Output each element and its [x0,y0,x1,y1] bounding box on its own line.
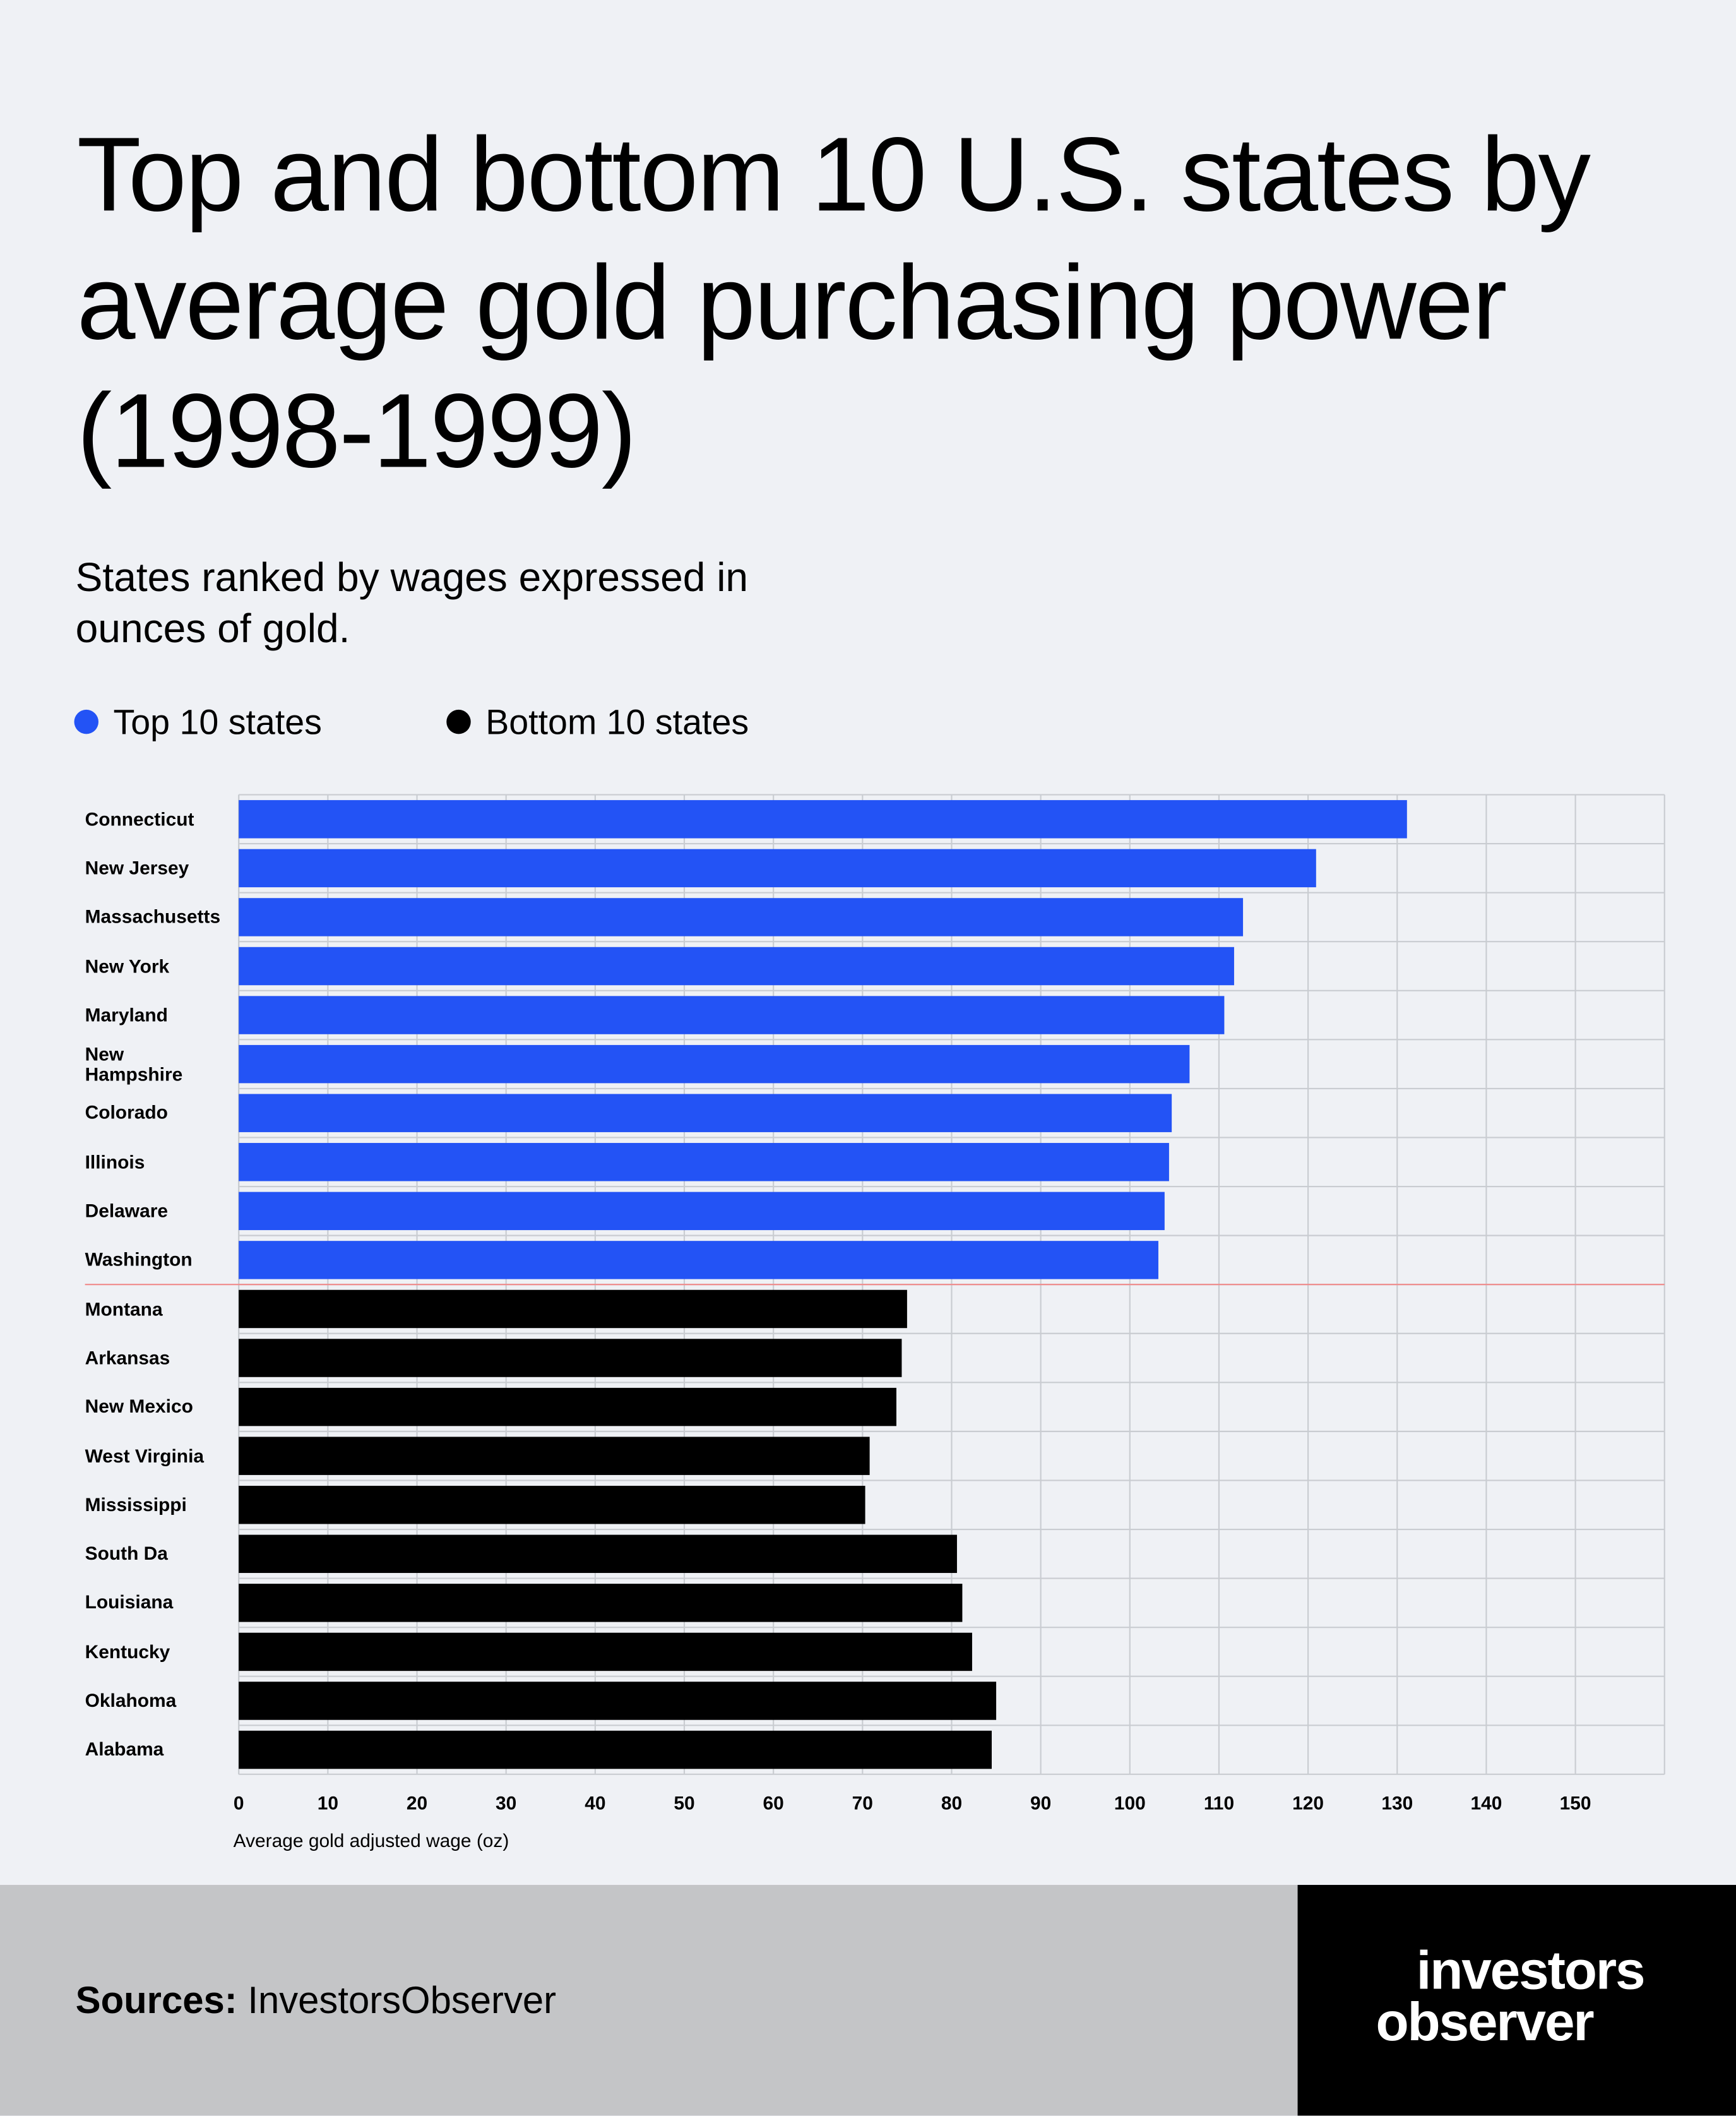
x-tick-label: 80 [941,1793,962,1814]
bar [239,1485,865,1524]
x-tick-label: 20 [407,1793,427,1814]
chart-subtitle: States ranked by wages expressed in ounc… [75,556,749,652]
x-tick-label: 140 [1470,1793,1502,1814]
bar [239,1632,972,1671]
sources: Sources: InvestorsObserver [76,1980,556,2023]
y-tick-label: Louisiana [85,1591,174,1613]
x-tick-label: 130 [1381,1793,1413,1814]
y-tick-label: Montana [85,1297,163,1319]
y-tick-label: Kentucky [85,1640,170,1662]
y-tick-label: Washington [85,1248,193,1270]
bar [239,1339,902,1377]
bar [239,1534,957,1574]
bar [239,996,1225,1034]
x-tick-label: 120 [1292,1793,1324,1814]
legend-item: Top 10 states [74,699,322,745]
x-tick-label: 90 [1030,1793,1051,1814]
bar [239,1241,1158,1279]
sources-label: Sources: [75,1979,237,2021]
y-tick-label: Mississippi [85,1493,187,1515]
y-tick-label: Colorado [85,1101,168,1123]
footer [0,1885,1298,2116]
x-tick-label: 110 [1204,1793,1234,1814]
y-tick-label: West Virginia [85,1444,205,1466]
y-tick-label: New Mexico [85,1395,193,1418]
y-tick-label: Alabama [85,1738,164,1760]
bar [239,1584,963,1622]
bar [239,800,1407,839]
x-tick-label: 0 [234,1793,244,1814]
x-tick-label: 10 [318,1793,338,1814]
y-tick-label: Illinois [85,1151,145,1173]
y-tick-label: New Jersey [85,856,189,878]
y-tick-label: Massachusetts [85,906,221,928]
x-tick-label: 30 [496,1793,516,1814]
bar [239,1143,1169,1181]
y-tick-label: New York [85,954,170,977]
x-tick-label: 50 [674,1793,694,1814]
logo: investors observer [1297,1885,1736,2116]
bar [239,1437,870,1475]
y-tick-label: Connecticut [85,808,194,830]
y-tick-label: Oklahoma [85,1689,177,1711]
y-tick-label: New Hampshire [85,1042,183,1085]
legend-swatch [446,709,471,734]
x-axis-label: Average gold adjusted wage (oz) [234,1831,509,1851]
bar [239,1682,997,1720]
sources-text: InvestorsObserver [247,1979,557,2021]
bar [239,1192,1165,1231]
bar [239,1289,907,1329]
chart-title: Top and bottom 10 U.S. states by average… [76,114,1591,490]
x-tick-label: 60 [763,1793,784,1814]
legend-label: Bottom 10 states [485,702,749,743]
logo-line: investors [1416,1941,1646,2001]
bar [239,898,1244,936]
y-tick-label: Arkansas [85,1346,170,1368]
bar [239,1730,992,1769]
bar [239,849,1316,888]
x-tick-label: 40 [585,1793,605,1814]
bar [239,1044,1190,1084]
legend-label: Top 10 states [113,702,322,743]
x-tick-label: 70 [852,1793,873,1814]
bar [239,1094,1172,1132]
y-tick-label: Delaware [85,1199,168,1221]
logo-line: observer [1376,1992,1594,2052]
x-tick-label: 100 [1114,1793,1146,1814]
legend-swatch [74,709,98,734]
bar [239,1387,896,1426]
x-tick-label: 150 [1560,1793,1591,1814]
bar [239,947,1234,986]
y-tick-label: Maryland [85,1003,168,1025]
y-tick-label: South Da [85,1542,168,1564]
legend-item: Bottom 10 states [446,699,749,745]
